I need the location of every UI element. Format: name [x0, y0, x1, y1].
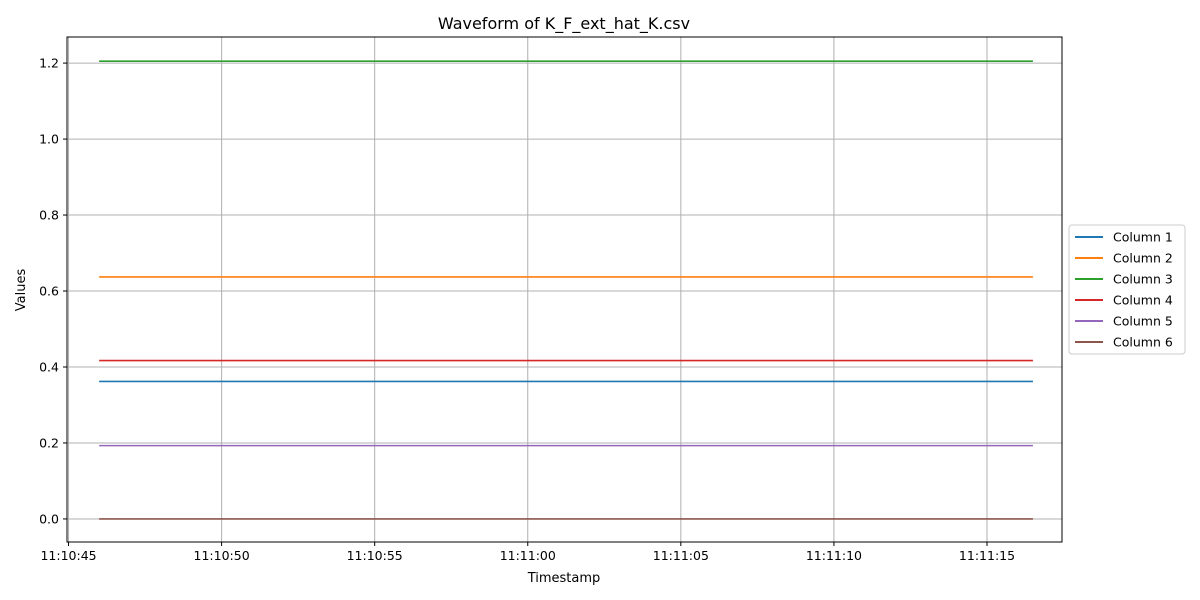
y-tick-label: 0.4	[39, 359, 59, 374]
series-lines	[99, 60, 1033, 520]
chart-title: Waveform of K_F_ext_hat_K.csv	[438, 14, 690, 34]
legend-label-5: Column 5	[1113, 314, 1173, 329]
y-axis: 0.0 0.2 0.4 0.6 0.8 1.0 1.2	[39, 56, 67, 526]
x-tick-label: 11:11:00	[500, 548, 556, 563]
y-tick-label: 1.0	[39, 132, 59, 147]
legend-label-6: Column 6	[1113, 335, 1173, 350]
legend: Column 1 Column 2 Column 3 Column 4 Column 5…	[1068, 224, 1186, 355]
y-tick-label: 0.8	[39, 208, 59, 223]
legend-label-2: Column 2	[1113, 251, 1173, 266]
grid	[67, 37, 1062, 542]
x-tick-label: 11:11:15	[959, 548, 1015, 563]
x-axis-label: Timestamp	[527, 571, 601, 586]
y-axis-label: Values	[14, 269, 29, 312]
y-tick-label: 0.6	[39, 284, 59, 299]
x-tick-label: 11:10:45	[40, 548, 96, 563]
legend-label-1: Column 1	[1113, 230, 1173, 245]
y-tick-label: 1.2	[39, 56, 59, 71]
plot-frame	[66, 36, 1063, 543]
x-tick-label: 11:10:55	[347, 548, 403, 563]
x-tick-label: 11:11:05	[653, 548, 709, 563]
x-tick-label: 11:11:10	[806, 548, 862, 563]
legend-label-4: Column 4	[1113, 293, 1173, 308]
x-tick-label: 11:10:50	[194, 548, 250, 563]
y-tick-label: 0.2	[39, 435, 59, 450]
y-tick-label: 0.0	[39, 511, 59, 526]
x-axis: 11:10:45 11:10:50 11:10:55 11:11:00 11:11:05…	[40, 542, 1015, 563]
legend-label-3: Column 3	[1113, 272, 1173, 287]
